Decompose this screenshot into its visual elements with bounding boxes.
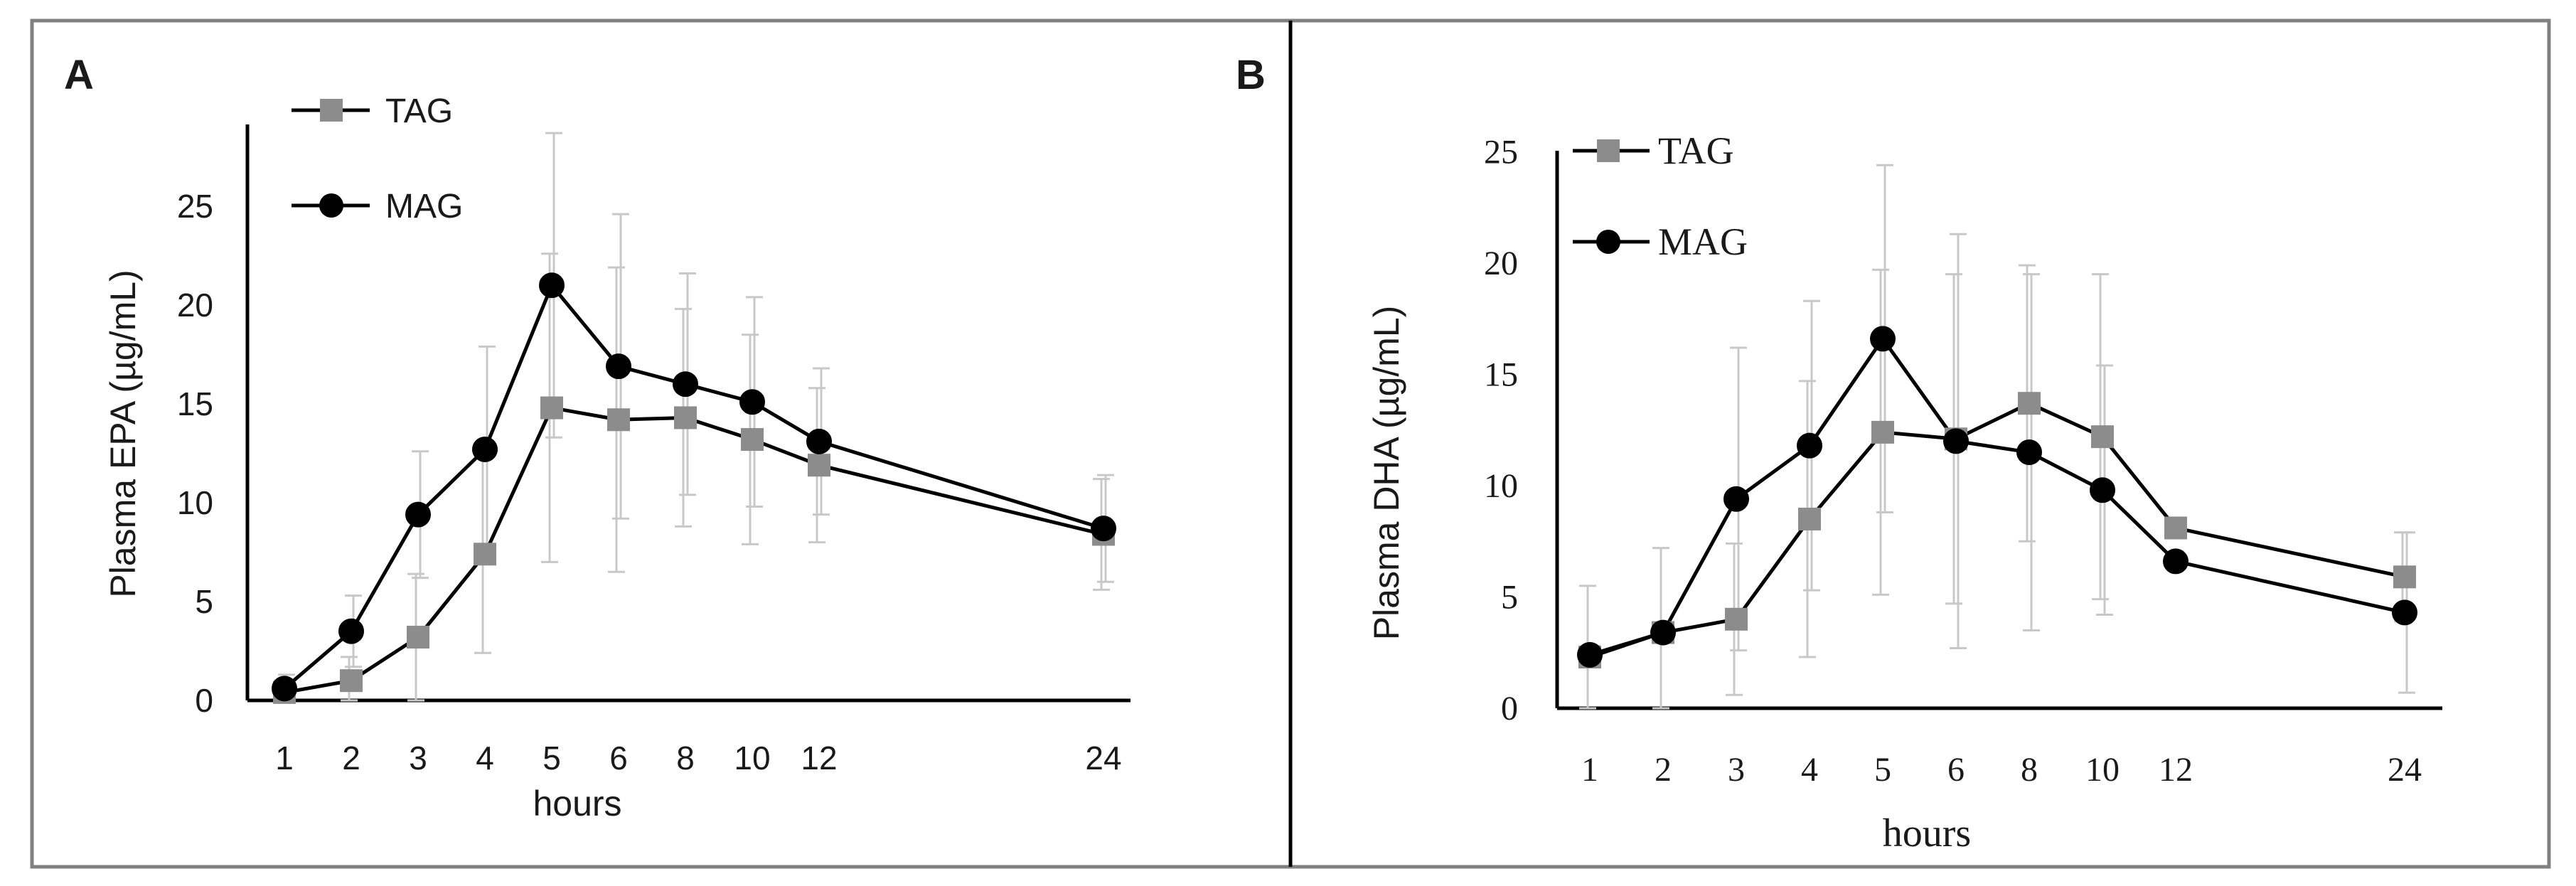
panel-a-legend-mag-marker: [319, 193, 343, 218]
panel-b-x-tick-10: 10: [2085, 751, 2120, 789]
panel-a-tag-point-10: [741, 428, 764, 452]
panel-b-x-tick-3: 3: [1728, 751, 1745, 789]
panel-b-tag-point-12: [2164, 516, 2187, 540]
panel-b-x-tick-5: 5: [1874, 751, 1891, 789]
panel-a-x-tick-5: 5: [543, 740, 561, 776]
panel-a-x-tick-3: 3: [409, 740, 427, 776]
panel-a-y-tick-15: 15: [177, 385, 213, 422]
panel-b-y-axis-title: Plasma DHA (µg/mL): [1367, 306, 1406, 641]
panel-b-mag-point-6: [1943, 428, 1969, 454]
panel-b-legend-tag-label: TAG: [1658, 129, 1734, 172]
panel-b-x-tick-4: 4: [1801, 751, 1818, 789]
panel-b-x-tick-8: 8: [2021, 751, 2038, 789]
panel-b-mag-point-10: [2090, 477, 2115, 503]
panel-a-y-axis-title: Plasma EPA (µg/mL): [103, 269, 143, 597]
panel-b-mag-point-8: [2016, 439, 2042, 466]
panel-b-y-ticks: 0 5 10 15 20 25: [1484, 134, 1518, 728]
panel-b-x-axis-title: hours: [1883, 811, 1971, 855]
panel-a-mag-point-24: [1091, 516, 1116, 542]
panel-a-legend-mag-label: MAG: [385, 188, 463, 225]
panel-a-legend-tag-label: TAG: [385, 92, 453, 130]
panel-a-legend: TAG MAG: [292, 92, 463, 225]
panel-a-mag-point-2: [338, 618, 364, 644]
panel-b-legend: TAG MAG: [1573, 129, 1748, 263]
panel-a-mag-point-1: [272, 676, 297, 702]
panel-b-tag-point-3: [1725, 607, 1748, 631]
panel-a-y-tick-5: 5: [195, 583, 213, 620]
panel-a-mag-line: [283, 283, 1104, 690]
panel-a-tag-point-5: [540, 396, 563, 420]
panel-b-y-tick-15: 15: [1484, 356, 1518, 394]
panel-a-x-ticks: 1 2 3 4 5 6 8 10 12 24: [275, 740, 1121, 776]
panel-b-y-tick-0: 0: [1501, 690, 1518, 727]
panel-a-x-tick-2: 2: [342, 740, 360, 776]
panel-b-tag-point-4: [1798, 507, 1821, 530]
panel-a-tag-point-8: [674, 406, 697, 429]
panel-b-mag-point-2: [1650, 619, 1676, 646]
panel-a-x-tick-1: 1: [275, 740, 294, 776]
panel-b-legend-tag-marker: [1597, 139, 1620, 162]
panel-b-series: [1577, 326, 2417, 669]
panel-b-x-tick-1: 1: [1581, 751, 1598, 789]
panel-a-mag-point-4: [472, 436, 498, 462]
panel-b-legend-mag-marker: [1596, 230, 1620, 254]
panel-b-tag-line: [1589, 401, 2405, 659]
panel-b-mag-point-12: [2163, 548, 2188, 575]
panel-b-mag-point-5: [1870, 326, 1896, 352]
panel-b-x-tick-6: 6: [1947, 751, 1965, 789]
panel-b-tag-point-24: [2393, 565, 2416, 589]
panel-b-y-tick-20: 20: [1484, 245, 1518, 282]
panel-a-mag-point-5: [539, 272, 565, 299]
panel-a-mag-point-10: [739, 389, 765, 415]
panel-b-mag-point-24: [2392, 599, 2417, 626]
panel-a-y-tick-20: 20: [177, 287, 213, 324]
panel-a-mag-point-6: [606, 353, 631, 380]
panel-b-y-tick-25: 25: [1484, 134, 1518, 171]
panel-b-x-tick-2: 2: [1655, 751, 1672, 789]
panel-a-y-tick-0: 0: [195, 682, 213, 719]
panel-a-tag-point-12: [808, 454, 830, 477]
panel-a-tag-point-3: [407, 626, 429, 649]
panel-a-mag-point-8: [673, 371, 698, 397]
panel-a-x-tick-6: 6: [609, 740, 628, 776]
panel-a-mag-point-3: [405, 501, 431, 528]
panel-a-x-tick-8: 8: [676, 740, 695, 776]
panel-b-legend-mag-label: MAG: [1658, 220, 1748, 263]
panel-b-y-tick-10: 10: [1484, 467, 1518, 505]
panel-b-tag-point-8: [2018, 392, 2041, 415]
panel-a-x-axis-title: hours: [533, 784, 621, 823]
panel-a-tag-point-2: [340, 669, 363, 693]
panel-a-y-tick-25: 25: [177, 188, 213, 225]
panel-a-series: [272, 272, 1116, 704]
panel-a-x-tick-24: 24: [1085, 740, 1121, 776]
panel-a-tag-point-6: [607, 408, 630, 432]
panel-b-x-tick-24: 24: [2388, 751, 2422, 789]
panel-b-tag-point-10: [2091, 425, 2114, 449]
panel-b-x-tick-12: 12: [2159, 751, 2193, 789]
panel-b-mag-line: [1589, 336, 2405, 657]
panel-a-tag-line: [284, 406, 1104, 695]
panel-a-x-tick-10: 10: [734, 740, 770, 776]
panel-a-label: A: [64, 52, 94, 98]
panel-b-mag-point-1: [1577, 641, 1603, 668]
panel-b-mag-point-4: [1797, 432, 1822, 459]
panel-a-x-tick-12: 12: [801, 740, 837, 776]
panel-b-y-tick-5: 5: [1501, 579, 1518, 617]
panel-b-mag-point-3: [1723, 486, 1749, 512]
panel-b-label: B: [1236, 52, 1266, 98]
panel-a-tag-point-4: [474, 543, 496, 566]
panel-a-x-tick-4: 4: [476, 740, 494, 776]
panel-b-tag-point-5: [1871, 420, 1894, 444]
panel-b-x-ticks: 1 2 3 4 5 6 8 10 12 24: [1581, 751, 2422, 789]
panel-a-y-tick-10: 10: [177, 484, 213, 521]
panel-a-legend-tag-marker: [320, 99, 343, 122]
panel-a-mag-point-12: [806, 428, 832, 454]
panel-a-y-ticks: 0 5 10 15 20 25: [177, 188, 213, 719]
